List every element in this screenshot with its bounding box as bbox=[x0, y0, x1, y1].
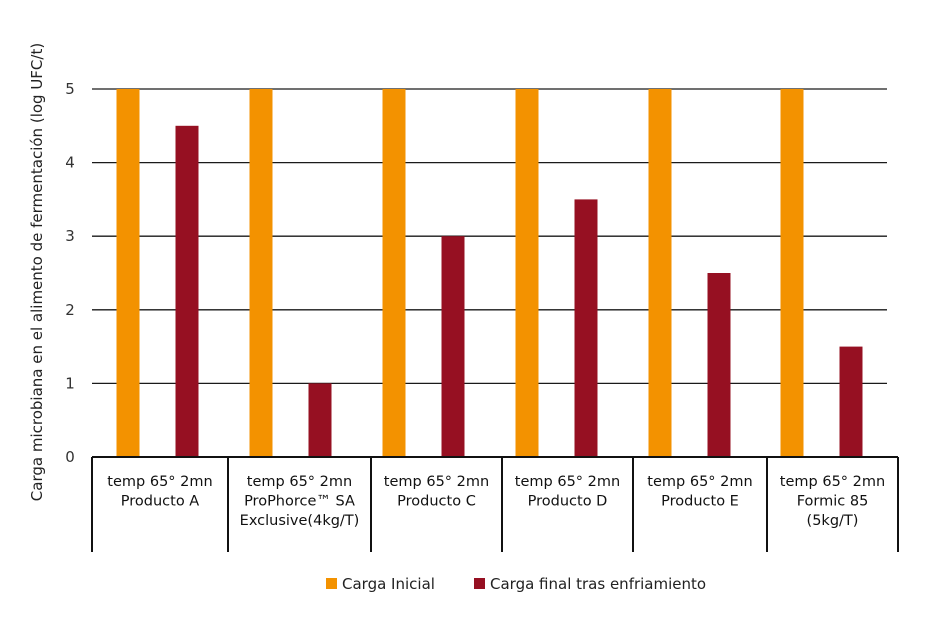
bar-initial-1 bbox=[116, 89, 140, 457]
x-tick-label: temp 65° 2mn Producto E bbox=[647, 474, 752, 510]
y-axis-ticks: 0 1 2 3 4 5 bbox=[65, 80, 75, 466]
gridlines bbox=[92, 88, 887, 385]
legend: Carga Inicial Carga final tras enfriamien… bbox=[326, 575, 706, 593]
legend-label: Carga final tras enfriamiento bbox=[490, 575, 706, 593]
x-tick-label-line: temp 65° 2mn bbox=[247, 474, 352, 490]
x-tick-label: temp 65° 2mn ProPhorce™ SA Exclusive(4kg/T… bbox=[240, 474, 360, 529]
x-tick-label-line: Producto E bbox=[661, 494, 739, 510]
bar-initial-2 bbox=[249, 89, 273, 457]
bars bbox=[116, 89, 863, 458]
x-axis-category-boxes: temp 65° 2mn Producto A temp 65° 2mn ProPho… bbox=[91, 456, 899, 552]
x-tick-label-line: Producto A bbox=[121, 494, 200, 510]
x-tick-label-line: Producto C bbox=[397, 494, 476, 510]
bar-final-6 bbox=[839, 346, 863, 457]
x-tick-label: temp 65° 2mn Producto A bbox=[107, 474, 212, 510]
legend-label: Carga Inicial bbox=[342, 575, 435, 593]
bar-final-4 bbox=[574, 199, 598, 457]
y-tick-label: 5 bbox=[65, 80, 75, 98]
bar-final-2 bbox=[308, 383, 332, 457]
y-axis-label: Carga microbiana en el alimento de ferme… bbox=[28, 43, 46, 501]
legend-swatch bbox=[326, 578, 337, 589]
x-tick-label-line: ProPhorce™ SA bbox=[244, 494, 355, 510]
x-tick-label-line: (5kg/T) bbox=[807, 513, 859, 529]
x-tick-label-line: temp 65° 2mn bbox=[107, 474, 212, 490]
bar-initial-5 bbox=[648, 89, 672, 457]
y-tick-label: 1 bbox=[65, 374, 75, 392]
bar-final-5 bbox=[707, 273, 731, 457]
bar-initial-6 bbox=[780, 89, 804, 457]
x-tick-label: temp 65° 2mn Producto D bbox=[515, 474, 620, 510]
bar-initial-4 bbox=[515, 89, 539, 457]
y-tick-label: 3 bbox=[65, 227, 75, 245]
bar-final-1 bbox=[175, 125, 199, 458]
x-tick-label: temp 65° 2mn Producto C bbox=[384, 474, 489, 510]
x-tick-label-line: Formic 85 bbox=[797, 494, 869, 510]
bar-initial-3 bbox=[382, 89, 406, 457]
y-tick-label: 4 bbox=[65, 154, 75, 172]
x-tick-label-line: Producto D bbox=[528, 494, 608, 510]
x-tick-label: temp 65° 2mn Formic 85 (5kg/T) bbox=[780, 474, 885, 529]
x-tick-label-line: Exclusive(4kg/T) bbox=[240, 513, 360, 529]
x-tick-label-line: temp 65° 2mn bbox=[384, 474, 489, 490]
x-tick-label-line: temp 65° 2mn bbox=[780, 474, 885, 490]
bar-final-3 bbox=[441, 236, 465, 457]
y-tick-label: 2 bbox=[65, 301, 75, 319]
legend-swatch bbox=[474, 578, 485, 589]
y-tick-label: 0 bbox=[65, 448, 75, 466]
x-tick-label-line: temp 65° 2mn bbox=[647, 474, 752, 490]
x-tick-label-line: temp 65° 2mn bbox=[515, 474, 620, 490]
